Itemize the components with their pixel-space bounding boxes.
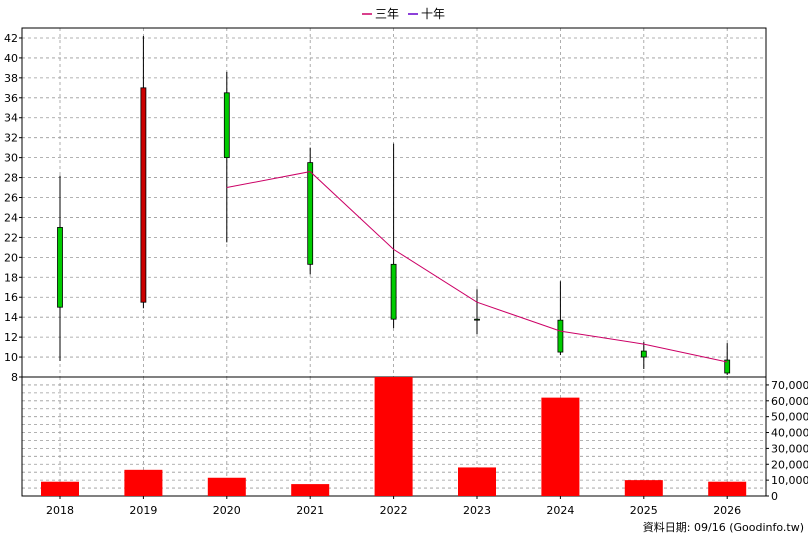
x-tick-label: 2018 [46, 504, 74, 517]
y-tick-label: 40 [4, 52, 18, 65]
x-tick-label: 2019 [129, 504, 157, 517]
y-tick-label: 18 [4, 271, 18, 284]
y-tick-label: 26 [4, 192, 18, 205]
candle-body [557, 319, 564, 353]
y-tick-label: 50,000 [771, 411, 808, 424]
volume-bar [541, 397, 580, 496]
x-axis: 2018 2019 2020 2021 2022 2023 2024 2025 2026 [46, 496, 741, 517]
x-tick-label: 2025 [630, 504, 658, 517]
candle-body [140, 87, 147, 303]
y-tick-label: 60,000 [771, 395, 808, 408]
candle [557, 281, 564, 356]
candle [140, 35, 147, 309]
candle-body [390, 263, 397, 320]
x-tick-label: 2021 [296, 504, 324, 517]
y-tick-label: 36 [4, 92, 18, 105]
candle-body [223, 92, 230, 159]
volume-bar [124, 469, 163, 496]
x-tick-label: 2023 [463, 504, 491, 517]
y-tick-label: 42 [4, 32, 18, 45]
candle-body [474, 318, 480, 321]
candle [223, 71, 230, 243]
x-tick-label: 2022 [380, 504, 408, 517]
x-tick-label: 2024 [546, 504, 574, 517]
x-tick-label: 2026 [713, 504, 741, 517]
y-tick-label: 10,000 [771, 474, 808, 487]
volume-bar [291, 484, 330, 496]
source-label: 資料日期: 09/16 (Goodinfo.tw) [643, 520, 804, 534]
legend-item: 三年 [362, 7, 399, 21]
candlestick-series [57, 35, 731, 376]
y-tick-label: 70,000 [771, 379, 808, 392]
volume-bar [624, 480, 663, 496]
volume-bar [207, 477, 246, 496]
y-tick-label: 24 [4, 211, 18, 224]
y-tick-label: 32 [4, 132, 18, 145]
candle [474, 289, 480, 335]
candle-body [640, 350, 647, 358]
series-line [226, 171, 728, 363]
y-tick-label: 10 [4, 351, 18, 364]
volume-bar [458, 467, 496, 496]
volume-y-axis: 0 10,000 20,000 30,000 40,000 50,000 60,000 70,… [766, 379, 808, 503]
volume-bar [41, 481, 79, 496]
y-tick-label: 22 [4, 231, 18, 244]
y-tick-label: 40,000 [771, 427, 808, 440]
candle [724, 343, 731, 376]
legend-label: 三年 [375, 7, 399, 21]
y-tick-label: 16 [4, 291, 18, 304]
candle [390, 143, 397, 329]
y-tick-label: 20,000 [771, 458, 808, 471]
y-tick-label: 20 [4, 251, 18, 264]
legend: 三年 十年 [362, 7, 445, 21]
moving-average-lines [226, 171, 728, 363]
volume-bar [708, 481, 747, 496]
legend-item: 十年 [408, 7, 445, 21]
candle-body [307, 162, 314, 265]
volume-bar-series [41, 377, 747, 496]
y-tick-label: 0 [771, 490, 778, 503]
legend-label: 十年 [421, 7, 445, 21]
y-tick-label: 8 [11, 371, 18, 384]
candle [640, 342, 647, 370]
x-tick-label: 2020 [213, 504, 241, 517]
y-tick-label: 28 [4, 172, 18, 185]
candle [307, 147, 314, 275]
volume-bar [374, 377, 413, 496]
candle-body [724, 359, 731, 374]
y-tick-label: 14 [4, 311, 18, 324]
y-tick-label: 30 [4, 152, 18, 165]
y-tick-label: 38 [4, 72, 18, 85]
y-tick-label: 12 [4, 331, 18, 344]
price-y-axis: 8 10 12 14 16 18 20 22 24 26 28 30 32 34 36 38 40 42 [4, 32, 22, 384]
y-tick-label: 30,000 [771, 442, 808, 455]
y-tick-label: 34 [4, 112, 18, 125]
candle [57, 175, 63, 362]
candle-body [57, 227, 63, 308]
